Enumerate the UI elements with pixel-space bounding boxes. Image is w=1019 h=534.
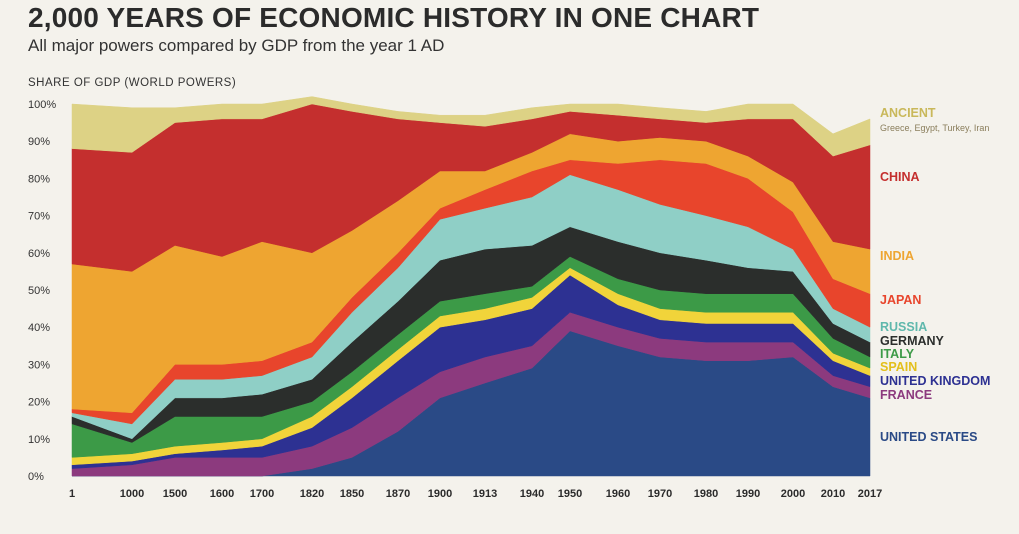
y-tick-label: 60%	[28, 248, 50, 260]
y-tick-label: 80%	[28, 173, 50, 185]
x-tick-label: 1600	[210, 488, 234, 500]
legend-label-united-states: UNITED STATES	[880, 430, 977, 444]
x-tick-label: 1913	[473, 488, 497, 500]
y-tick-label: 50%	[28, 285, 50, 297]
legend-note-ancient: Greece, Egypt, Turkey, Iran	[880, 123, 989, 133]
x-tick-label: 2017	[858, 488, 882, 500]
y-tick-label: 0%	[28, 471, 44, 483]
x-axis-ticks: 1 1000 1500 1600 1700 1820 1850 1870 1900 1913 194…	[69, 488, 882, 500]
x-tick-label: 1970	[648, 488, 672, 500]
y-axis-label: SHARE OF GDP (WORLD POWERS)	[28, 77, 237, 89]
legend-label-italy: ITALY	[880, 347, 915, 361]
x-tick-label: 1950	[558, 488, 582, 500]
x-tick-label: 1	[69, 488, 75, 500]
y-tick-label: 40%	[28, 322, 50, 334]
x-tick-label: 1940	[520, 488, 544, 500]
y-tick-label: 30%	[28, 359, 50, 371]
legend-label-ancient: ANCIENT	[880, 106, 936, 120]
x-tick-label: 1990	[736, 488, 760, 500]
area-ancient	[71, 96, 871, 157]
y-tick-label: 100%	[28, 99, 56, 111]
y-tick-label: 90%	[28, 136, 50, 148]
x-tick-label: 1900	[428, 488, 452, 500]
legend-label-france: FRANCE	[880, 388, 932, 402]
x-tick-label: 1850	[340, 488, 364, 500]
x-tick-label: 1960	[606, 488, 630, 500]
x-tick-label: 1000	[120, 488, 144, 500]
x-tick-label: 1700	[250, 488, 274, 500]
x-tick-label: 2000	[781, 488, 805, 500]
legend-label-china: CHINA	[880, 170, 920, 184]
x-tick-label: 1870	[386, 488, 410, 500]
legend-label-japan: JAPAN	[880, 293, 921, 307]
legend-label-germany: GERMANY	[880, 334, 945, 348]
chart-subtitle: All major powers compared by GDP from th…	[28, 36, 445, 55]
y-tick-label: 10%	[28, 434, 50, 446]
x-tick-label: 1500	[163, 488, 187, 500]
y-axis-ticks: 0% 10% 20% 30% 40% 50% 60% 70% 80% 90% 100%	[28, 99, 56, 483]
legend-label-india: INDIA	[880, 249, 914, 263]
chart-title: 2,000 YEARS OF ECONOMIC HISTORY IN ONE C…	[28, 2, 760, 33]
x-tick-label: 2010	[821, 488, 845, 500]
x-tick-label: 1820	[300, 488, 324, 500]
legend-label-united-kingdom: UNITED KINGDOM	[880, 374, 990, 388]
x-tick-label: 1980	[694, 488, 718, 500]
legend-label-spain: SPAIN	[880, 360, 917, 374]
y-tick-label: 70%	[28, 211, 50, 223]
area-layers	[71, 96, 871, 477]
legend-label-russia: RUSSIA	[880, 320, 927, 334]
y-tick-label: 20%	[28, 397, 50, 409]
